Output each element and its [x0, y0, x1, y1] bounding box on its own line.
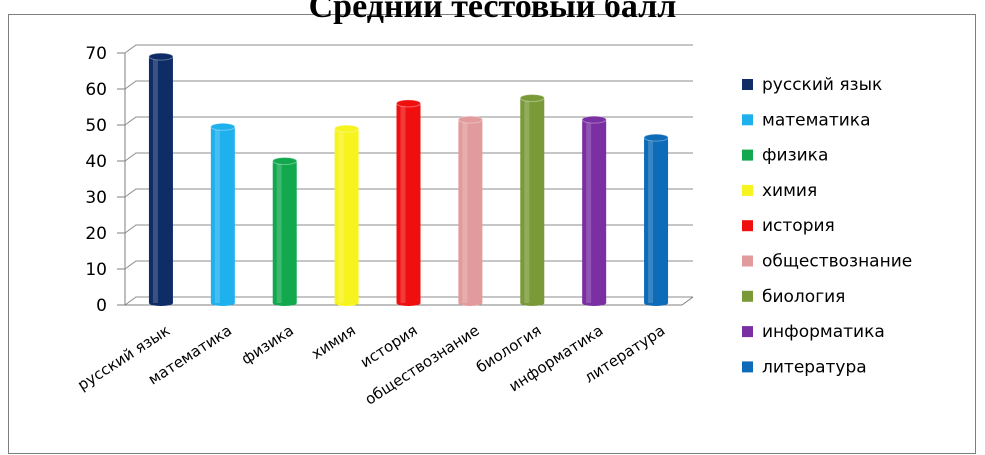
- grid-line: [124, 224, 693, 234]
- grid-line: [124, 44, 693, 54]
- legend-label: обществознание: [762, 252, 912, 272]
- bar: [643, 133, 669, 306]
- bar-highlight: [462, 119, 468, 303]
- legend-label: история: [762, 216, 835, 236]
- y-tick-labels: 0 10 20 30 40 50 60 70: [85, 44, 107, 316]
- y-tick-label: 40: [85, 152, 107, 172]
- legend-swatch: [742, 114, 753, 126]
- bar-base: [210, 300, 235, 306]
- x-tick-label: физика: [238, 321, 297, 368]
- bar-top: [457, 115, 483, 124]
- bar-highlight: [400, 103, 406, 304]
- bar-top: [334, 124, 360, 133]
- legend-swatch: [742, 184, 753, 196]
- x-tick-label: химия: [308, 321, 359, 363]
- legend-label: русский язык: [762, 75, 882, 95]
- bar-base: [582, 300, 607, 306]
- bar-top: [581, 115, 607, 124]
- grid-line: [124, 80, 693, 90]
- bar-base: [334, 300, 359, 306]
- legend-item: информатика: [742, 322, 885, 342]
- legend-label: математика: [762, 110, 870, 130]
- legend: русский язык математика физика химия история…: [742, 75, 912, 377]
- bar-top: [519, 94, 545, 102]
- bars: [148, 52, 669, 306]
- grid-line: [124, 152, 693, 162]
- bar-base: [148, 300, 173, 306]
- legend-item: физика: [742, 146, 828, 166]
- bar: [457, 115, 483, 306]
- bar-highlight: [648, 137, 654, 303]
- bar: [148, 52, 174, 306]
- grid-line: [124, 116, 693, 126]
- legend-swatch: [742, 149, 753, 161]
- y-tick-label: 10: [85, 260, 107, 280]
- bar: [396, 99, 421, 306]
- bar-top: [643, 133, 669, 142]
- legend-item: литература: [742, 357, 867, 377]
- grid-line: [124, 296, 693, 306]
- bar-highlight: [152, 56, 158, 303]
- legend-swatch: [742, 79, 753, 90]
- legend-label: биология: [762, 287, 845, 307]
- grid-lines: [124, 44, 693, 306]
- legend-swatch: [742, 361, 753, 373]
- bar-highlight: [524, 98, 530, 303]
- bar: [334, 124, 360, 306]
- bar-highlight: [586, 119, 592, 303]
- bar: [519, 94, 545, 306]
- bar-body: [520, 98, 545, 303]
- bar-highlight: [338, 128, 344, 303]
- bar-body: [272, 161, 297, 303]
- bar-base: [272, 300, 297, 306]
- y-tick-label: 70: [85, 44, 107, 64]
- legend-swatch: [742, 326, 753, 338]
- legend-item: химия: [742, 181, 817, 201]
- bar-body: [396, 103, 421, 304]
- legend-item: математика: [742, 110, 870, 130]
- bar: [272, 157, 298, 306]
- y-tick-label: 50: [85, 116, 107, 136]
- legend-label: информатика: [762, 322, 885, 342]
- bar-base: [520, 300, 545, 306]
- bar-base: [458, 300, 483, 306]
- bar-body: [334, 128, 359, 303]
- legend-item: биология: [742, 287, 845, 307]
- y-tick-label: 30: [85, 188, 107, 208]
- grid-line: [124, 188, 693, 198]
- bar-base: [644, 300, 669, 306]
- bar-body: [148, 56, 173, 303]
- legend-label: химия: [762, 181, 817, 201]
- bar-body: [458, 119, 483, 303]
- legend-item: обществознание: [742, 252, 912, 272]
- bar: [210, 122, 236, 306]
- bar-top: [396, 99, 421, 108]
- bar-top: [148, 52, 174, 61]
- bar-base: [396, 300, 421, 306]
- y-tick-label: 20: [85, 224, 107, 244]
- bar-body: [644, 137, 669, 303]
- bar: [581, 115, 607, 306]
- legend-swatch: [742, 290, 753, 302]
- legend-label: литература: [762, 357, 867, 377]
- bar-body: [582, 119, 607, 303]
- legend-item: история: [742, 216, 835, 236]
- bar-highlight: [276, 161, 282, 303]
- x-tick-label: обществознание: [362, 321, 483, 408]
- bar-top: [272, 157, 298, 165]
- x-axis-depth: [681, 296, 694, 306]
- bar-top: [210, 122, 236, 131]
- grid-line: [124, 260, 693, 270]
- bar-highlight: [214, 126, 220, 303]
- legend-item: русский язык: [742, 75, 882, 95]
- legend-swatch: [742, 220, 753, 232]
- bar-body: [210, 126, 235, 303]
- y-tick-label: 0: [96, 296, 107, 316]
- legend-label: физика: [762, 146, 828, 166]
- chart-title: Средний тестовый балл: [308, 0, 677, 25]
- legend-swatch: [742, 255, 753, 267]
- y-tick-label: 60: [85, 80, 107, 100]
